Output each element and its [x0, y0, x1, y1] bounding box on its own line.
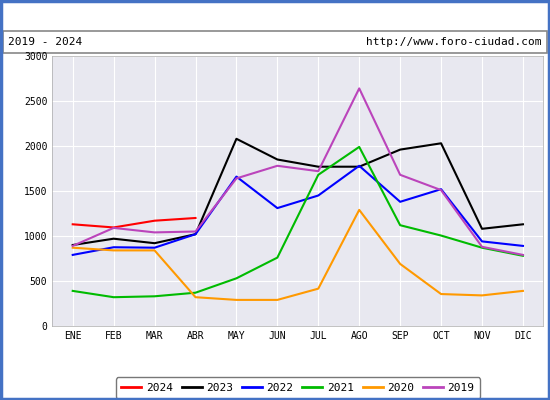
- Text: http://www.foro-ciudad.com: http://www.foro-ciudad.com: [366, 37, 542, 47]
- Text: 2019 - 2024: 2019 - 2024: [8, 37, 82, 47]
- Legend: 2024, 2023, 2022, 2021, 2020, 2019: 2024, 2023, 2022, 2021, 2020, 2019: [116, 378, 480, 398]
- Text: Evolucion Nº Turistas Extranjeros en el municipio de Sanlúcar de Barrameda: Evolucion Nº Turistas Extranjeros en el …: [41, 8, 509, 22]
